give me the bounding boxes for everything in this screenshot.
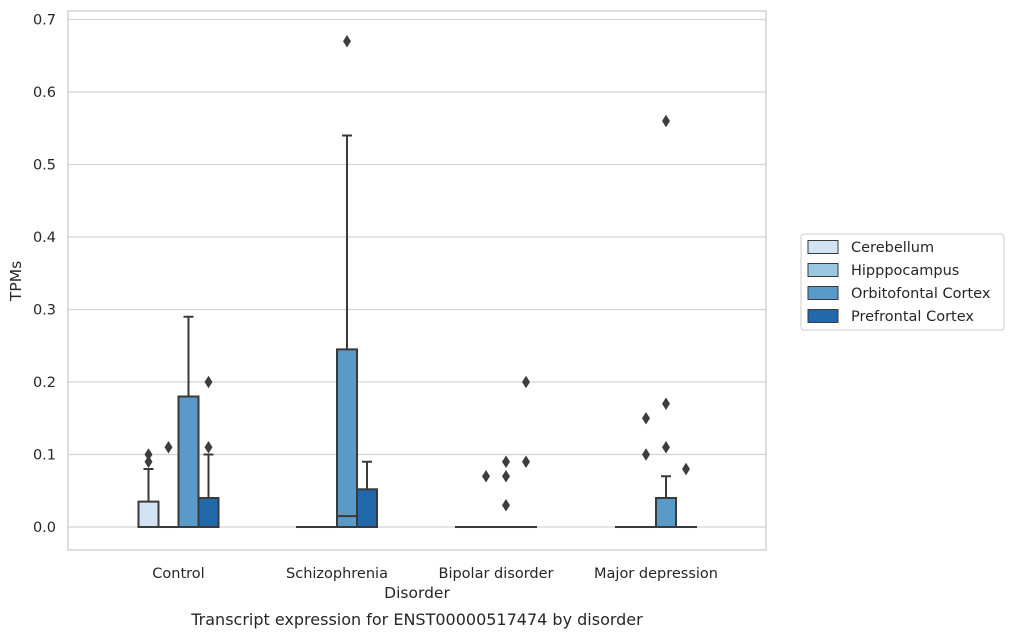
box-group bbox=[495, 455, 517, 529]
y-tick-label: 0.7 bbox=[33, 13, 56, 29]
box-body bbox=[137, 500, 160, 528]
box-body bbox=[197, 497, 220, 528]
legend-frame bbox=[800, 233, 1005, 331]
box-body bbox=[177, 395, 200, 528]
box-group bbox=[356, 460, 378, 528]
x-tick-labels: Control Schizophrenia Bipolar disorder Majo… bbox=[152, 566, 718, 582]
outlier-point bbox=[642, 448, 650, 461]
legend-label: Orbitofontal Cortex bbox=[851, 286, 991, 302]
outlier-point bbox=[662, 114, 670, 128]
outlier-point bbox=[522, 375, 530, 389]
y-axis-label: TPMs bbox=[7, 261, 25, 302]
boxes bbox=[137, 35, 697, 529]
outlier-point bbox=[682, 462, 690, 476]
box-group bbox=[675, 462, 697, 529]
legend-label: Hipppocampus bbox=[851, 263, 959, 279]
box-group bbox=[635, 412, 657, 529]
legend-label: Cerebellum bbox=[851, 240, 934, 256]
box-body bbox=[356, 488, 378, 528]
legend-swatch bbox=[807, 286, 839, 300]
box-group bbox=[177, 315, 200, 528]
box-group bbox=[515, 375, 537, 529]
outlier-point bbox=[502, 499, 510, 512]
y-tick-label: 0.0 bbox=[33, 520, 56, 536]
outlier-point bbox=[204, 375, 213, 389]
outlier-point bbox=[144, 448, 153, 461]
legend-items: Cerebellum Hipppocampus Orbitofontal Corte… bbox=[807, 240, 991, 325]
box-group bbox=[137, 448, 160, 528]
x-tick-label: Bipolar disorder bbox=[439, 566, 554, 582]
x-tick-label: Major depression bbox=[594, 566, 718, 582]
outlier-point bbox=[522, 455, 530, 468]
box-group bbox=[197, 375, 220, 528]
legend: Cerebellum Hipppocampus Orbitofontal Corte… bbox=[800, 233, 1005, 331]
y-tick-label: 0.1 bbox=[33, 448, 56, 464]
y-tick-labels: 0.0 0.1 0.2 0.3 0.4 0.5 0.6 0.7 bbox=[33, 13, 56, 537]
outlier-point bbox=[662, 397, 670, 410]
chart-caption: Transcript expression for ENST0000051747… bbox=[190, 610, 643, 629]
box-group bbox=[655, 114, 677, 528]
plot-frame bbox=[67, 10, 767, 551]
box-body bbox=[655, 497, 677, 528]
y-tick-label: 0.3 bbox=[33, 303, 56, 319]
y-tick-label: 0.5 bbox=[33, 158, 56, 174]
outlier-point bbox=[204, 441, 213, 454]
x-axis-label: Disorder bbox=[384, 584, 450, 602]
y-tick-label: 0.6 bbox=[33, 85, 56, 101]
outlier-point bbox=[502, 470, 510, 483]
outlier-point bbox=[164, 441, 173, 454]
box-group bbox=[157, 441, 180, 529]
outlier-point bbox=[502, 455, 510, 468]
y-tick-label: 0.4 bbox=[33, 230, 56, 246]
legend-swatch bbox=[807, 240, 839, 254]
legend-label: Prefrontal Cortex bbox=[851, 309, 974, 325]
legend-swatch bbox=[807, 309, 839, 323]
x-tick-label: Control bbox=[152, 566, 204, 582]
box-body bbox=[336, 348, 358, 528]
outlier-point bbox=[144, 455, 153, 468]
outlier-point bbox=[482, 470, 490, 483]
outlier-point bbox=[343, 35, 351, 48]
outlier-point bbox=[642, 412, 650, 425]
y-tick-label: 0.2 bbox=[33, 375, 56, 391]
box-group bbox=[336, 35, 358, 528]
legend-swatch bbox=[807, 263, 839, 277]
outlier-point bbox=[662, 441, 670, 454]
x-tick-label: Schizophrenia bbox=[286, 566, 388, 582]
